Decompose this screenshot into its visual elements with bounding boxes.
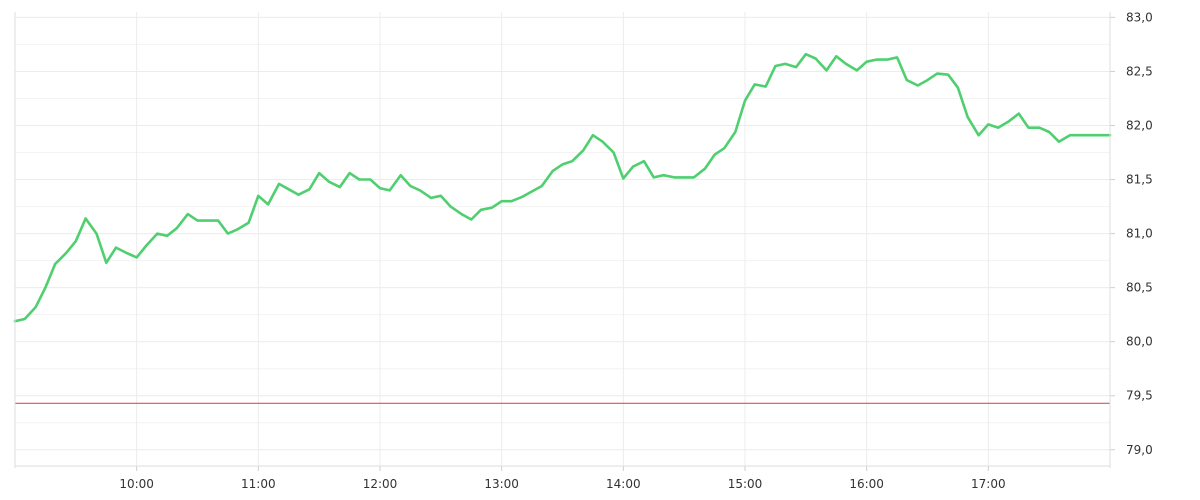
y-tick-label: 80,0	[1126, 335, 1153, 349]
price-series-line	[13, 52, 1112, 323]
y-tick-label: 82,0	[1126, 119, 1153, 133]
y-tick-label: 79,5	[1126, 389, 1153, 403]
x-tick-label: 17:00	[971, 477, 1006, 491]
x-tick-label: 14:00	[606, 477, 641, 491]
grid	[15, 12, 1110, 466]
x-tick-label: 11:00	[241, 477, 276, 491]
y-tick-label: 80,5	[1126, 281, 1153, 295]
x-tick-label: 15:00	[728, 477, 763, 491]
y-tick-label: 81,0	[1126, 227, 1153, 241]
x-tick-label: 10:00	[119, 477, 154, 491]
y-tick-label: 81,5	[1126, 173, 1153, 187]
y-tick-label: 83,0	[1126, 10, 1153, 24]
x-tick-label: 12:00	[363, 477, 398, 491]
x-tick-label: 16:00	[849, 477, 884, 491]
series-layer	[13, 52, 1112, 323]
y-tick-label: 79,0	[1126, 443, 1153, 457]
y-tick-label: 82,5	[1126, 64, 1153, 78]
axes: 79,0 79,5 80,0 80,5 81,0 81,5 82,0 82,5 83,0 10:0…	[14, 10, 1153, 491]
x-tick-label: 13:00	[484, 477, 519, 491]
